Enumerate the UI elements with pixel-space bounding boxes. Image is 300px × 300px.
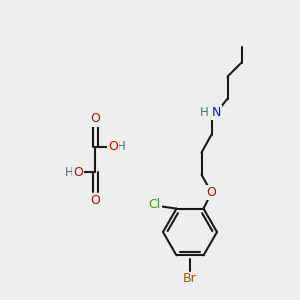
- Text: O: O: [90, 194, 100, 206]
- Text: O: O: [73, 166, 83, 178]
- Text: Br: Br: [183, 272, 197, 286]
- Text: O: O: [108, 140, 118, 154]
- Text: O: O: [207, 186, 216, 199]
- Text: O: O: [90, 112, 100, 125]
- Text: H: H: [200, 106, 209, 119]
- Text: N: N: [212, 106, 221, 119]
- Text: H: H: [117, 140, 125, 154]
- Text: Cl: Cl: [148, 198, 160, 211]
- Text: H: H: [64, 166, 74, 178]
